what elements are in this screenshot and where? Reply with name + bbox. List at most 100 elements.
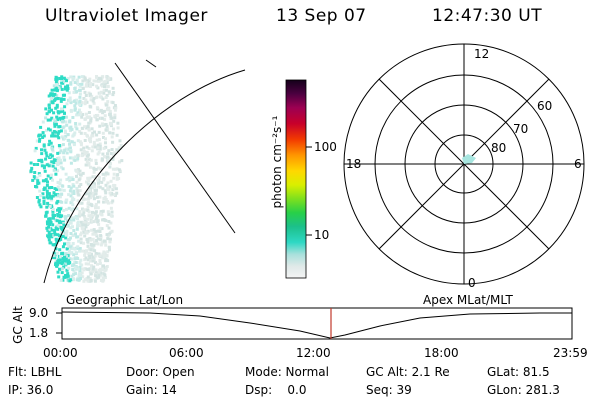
aurora-dot [92,265,96,269]
aurora-dot [67,244,71,248]
aurora-dot [51,149,55,153]
aurora-dot [48,118,52,122]
aurora-dot [106,158,110,162]
aurora-dot [68,98,72,102]
aurora-dot [87,147,91,150]
aurora-dot [99,212,103,216]
aurora-dot [46,180,49,184]
aurora-dot [96,237,100,241]
mlt-label-6: 6 [574,157,582,171]
aurora-dot [50,100,54,104]
aurora-dot [83,139,87,142]
aurora-dot [112,176,116,180]
timeline-ytick-label-1.8: 1.8 [29,326,49,340]
colorbar-unit-label: photon cm⁻²s⁻¹ [270,115,284,209]
aurora-dot [85,180,88,184]
aurora-dot [82,97,86,100]
aurora-dot [83,278,87,282]
aurora-dot [47,94,51,98]
aurora-dot [107,220,111,223]
aurora-dot [105,81,109,85]
aurora-dot [48,194,52,198]
aurora-dot [72,273,76,277]
aurora-dot [38,137,42,141]
aurora-dot [50,154,54,158]
aurora-dot [51,178,54,182]
aurora-dot [76,191,80,195]
aurora-dot [35,196,39,199]
aurora-dot [94,206,97,210]
aurora-dot [110,148,114,151]
aurora-dot [107,77,111,80]
aurora-dot [105,265,109,268]
aurora-dot [47,227,51,231]
timeline-yaxis-label: GC Alt [11,306,25,344]
aurora-dot [83,125,87,129]
aurora-dot [62,209,66,212]
aurora-dot [101,276,105,280]
aurora-dot [90,264,93,268]
aurora-dot [89,81,93,85]
aurora-dot [104,191,108,195]
aurora-dot [86,229,90,233]
aurora-dot [77,108,81,112]
aurora-dot [103,155,106,159]
aurora-dot [80,126,84,130]
aurora-dot [91,192,95,195]
aurora-dot [74,261,78,264]
aurora-dot [79,237,83,241]
aurora-dot [85,154,89,158]
aurora-dot [76,217,79,221]
aurora-dot [47,238,51,242]
aurora-dot [51,209,55,213]
aurora-dot [34,146,38,150]
aurora-dot [90,219,94,223]
aurora-dot [49,176,53,180]
aurora-dot [78,100,82,104]
aurora-dot [85,238,89,241]
aurora-dot [59,225,63,229]
aurora-dot [103,189,107,193]
aurora-dot [81,86,85,90]
aurora-dot [111,101,115,105]
aurora-dot [84,94,88,97]
aurora-dot [104,137,107,141]
aurora-dot [96,206,100,210]
aurora-dot [48,217,52,221]
aurora-dot [74,125,78,129]
aurora-dot [42,134,46,138]
aurora-dot [61,251,65,255]
aurora-dot [78,266,82,269]
aurora-dot [86,182,90,186]
aurora-dot [112,152,116,156]
aurora-dot [48,241,52,245]
aurora-dot [109,115,113,119]
aurora-dot [69,75,73,79]
aurora-dot [78,249,81,253]
aurora-dot [83,251,87,255]
aurora-dot [93,249,97,253]
mlt-label-0: 0 [468,276,476,290]
aurora-dot [79,141,83,145]
aurora-dot [76,257,80,260]
aurora-dot [58,210,61,213]
aurora-dot [55,251,59,255]
aurora-dot [75,227,79,231]
aurora-dot [29,161,33,165]
aurora-dot [64,134,68,138]
aurora-dot [96,185,100,189]
aurora-dot [97,200,101,204]
aurora-dot [99,271,103,275]
aurora-dot [103,117,107,121]
aurora-dot [89,196,93,200]
aurora-dot [113,108,117,112]
aurora-dot [99,243,103,247]
info-gcalt: GC Alt: 2.1 Re [366,365,450,379]
aurora-dot [97,130,101,134]
aurora-dot [48,128,52,132]
aurora-dot [41,136,45,139]
aurora-dot [78,261,82,265]
aurora-dot [50,196,54,200]
aurora-dot [98,254,102,258]
aurora-dot [88,92,92,96]
